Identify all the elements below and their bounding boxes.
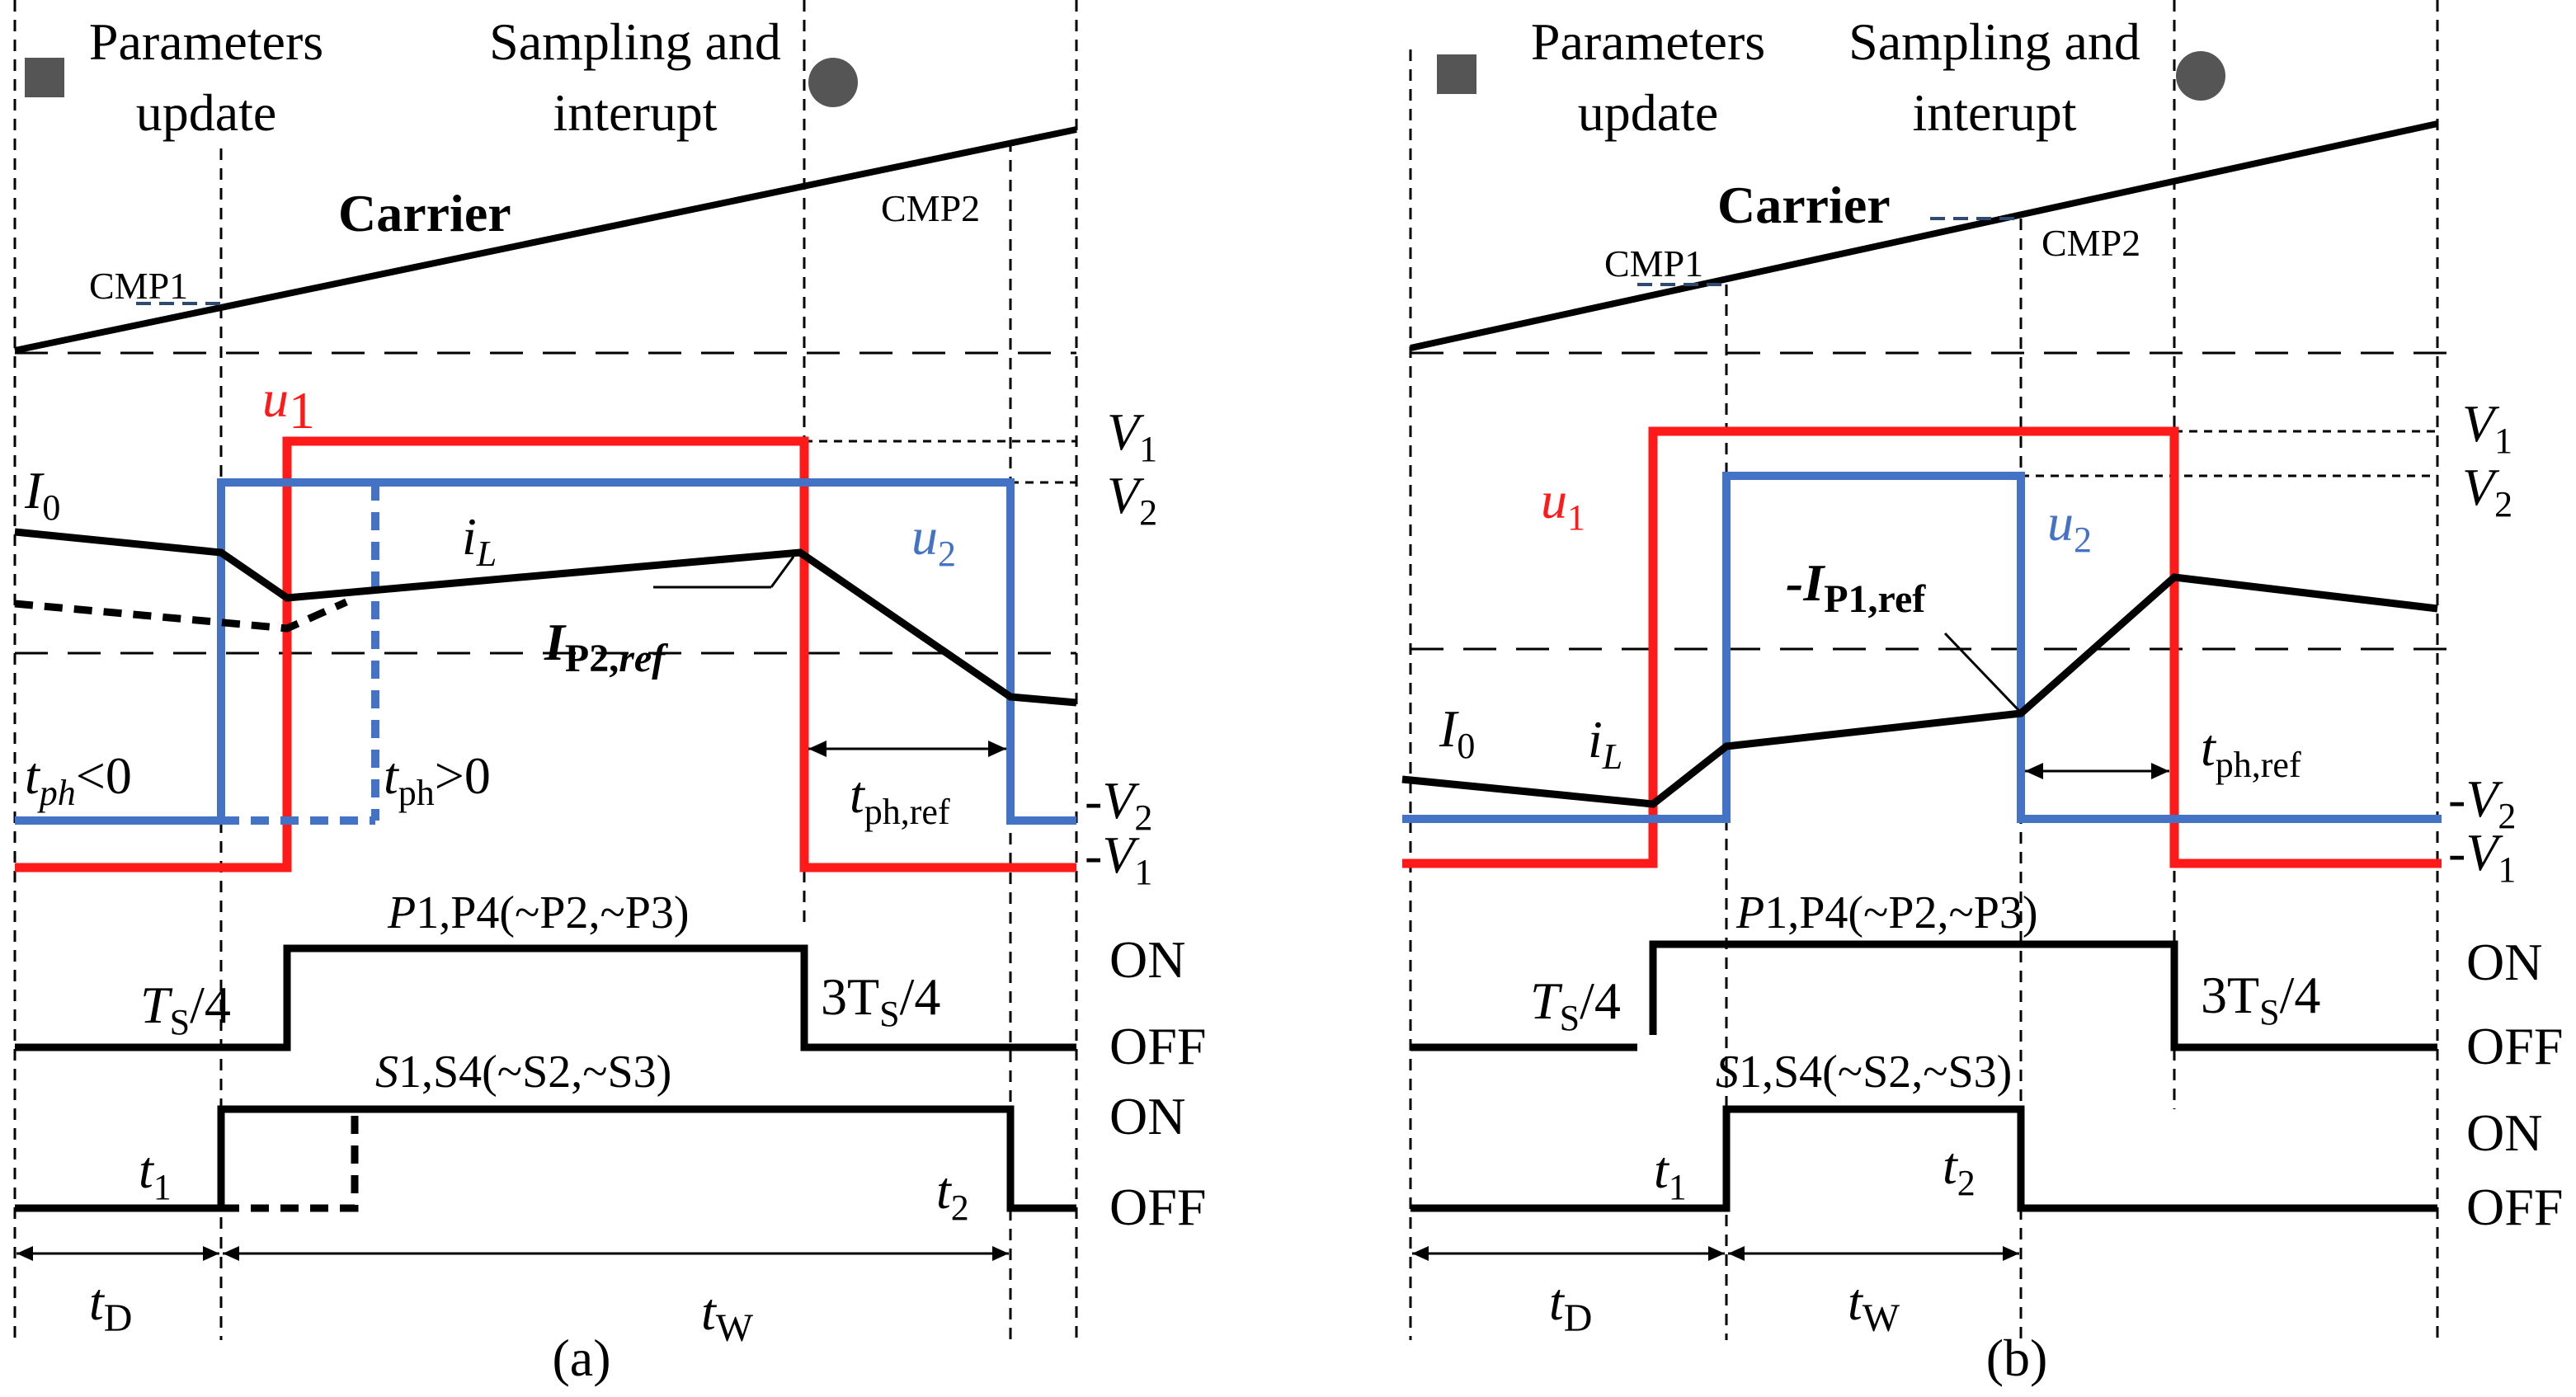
square-marker-a	[25, 58, 64, 97]
tW-arrowhead-r-a	[992, 1246, 1009, 1261]
u1-label-b: u1	[1541, 471, 1585, 538]
off-label-b-2: OFF	[2466, 1178, 2563, 1236]
carrier-ramp-a	[14, 126, 1077, 354]
u2-label-b: u2	[2047, 493, 2092, 560]
sampling-label-a-1: Sampling and	[489, 12, 781, 71]
tD-label-a: tD	[89, 1272, 132, 1340]
cmp2-label-a: CMP2	[881, 187, 980, 229]
ref-label-a: IP2,ref	[544, 613, 668, 680]
Ts4-label-a: TS/4	[140, 976, 231, 1042]
S-gate-label-a: S1,S4(~S2,~S3)	[375, 1047, 671, 1098]
tph-ref-arrowhead-left-a	[808, 741, 826, 757]
u1-waveform-b	[1402, 426, 2442, 868]
tW-arrowhead-r-b	[2003, 1246, 2019, 1261]
S-gate-dashed-a	[221, 1109, 359, 1212]
carrier-label-a: Carrier	[338, 184, 511, 242]
sampling-label-b-1: Sampling and	[1848, 12, 2140, 71]
tph-ref-label-b: tph,ref	[2201, 718, 2301, 785]
threeTs4-label-b: 3TS/4	[2201, 966, 2320, 1032]
Ts4-label-b: TS/4	[1530, 971, 1621, 1038]
I0-label-b: I0	[1439, 699, 1475, 766]
panel-a: Parameters update Sampling and interupt …	[13, 0, 1206, 1387]
P-gate-waveform-a	[15, 944, 1076, 1051]
V1-label-b: V1	[2462, 394, 2512, 461]
params-label-b-2: update	[1578, 83, 1719, 142]
off-label-a-1: OFF	[1109, 1017, 1206, 1075]
tph-ref-label-a: tph,ref	[850, 765, 950, 832]
on-label-b-1: ON	[2466, 933, 2542, 991]
negV2-label-b: -V2	[2448, 769, 2516, 836]
S-gate-label-b: S1,S4(~S2,~S3)	[1716, 1047, 2012, 1098]
tW-arrowhead-l-b	[1728, 1246, 1745, 1261]
iL-label-a: iL	[462, 507, 497, 574]
tD-arrowhead-l-a	[16, 1246, 33, 1261]
cmp1-label-a: CMP1	[89, 265, 188, 307]
params-label-a-2: update	[136, 83, 277, 142]
tD-arrowhead-l-b	[1412, 1246, 1429, 1261]
circle-marker-a	[808, 58, 858, 107]
u2-waveform-b	[1402, 472, 2442, 823]
tph-ref-arrowhead-right-b	[2151, 763, 2169, 779]
square-marker-b	[1437, 54, 1476, 94]
negV1-label-a: -V1	[1085, 826, 1152, 892]
ref-label-b: -IP1,ref	[1786, 553, 1926, 621]
t1-label-a: t1	[139, 1141, 172, 1207]
t1-label-b: t1	[1654, 1141, 1687, 1207]
cmp2-label-b: CMP2	[2041, 222, 2140, 264]
tW-label-b: tW	[1848, 1272, 1900, 1340]
on-label-b-2: ON	[2466, 1103, 2542, 1162]
P-gate-label-a: P1,P4(~P2,~P3)	[387, 887, 690, 938]
tW-label-a: tW	[701, 1282, 754, 1350]
t2-label-b: t2	[1943, 1136, 1976, 1203]
V2-label-a: V2	[1107, 466, 1157, 533]
iL-dashed-a	[14, 598, 348, 633]
u1-waveform-a	[15, 436, 1076, 873]
on-label-a-1: ON	[1109, 930, 1185, 989]
t2-label-a: t2	[936, 1161, 969, 1228]
P-gate-waveform-b-2	[1649, 940, 2437, 1051]
V1-label-a: V1	[1107, 402, 1157, 469]
P-gate-label-b: P1,P4(~P2,~P3)	[1735, 887, 2038, 938]
threeTs4-label-a: 3TS/4	[821, 967, 940, 1034]
params-label-a-1: Parameters	[89, 12, 323, 71]
negV1-label-b: -V1	[2448, 823, 2516, 890]
tph-ref-arrowhead-right-a	[988, 741, 1006, 757]
iL-waveform-a	[14, 528, 1077, 707]
carrier-ramp-b	[1410, 120, 2438, 351]
S-gate-waveform-b	[1410, 1105, 2437, 1212]
sampling-label-b-2: interupt	[1912, 83, 2076, 142]
S-gate-waveform-a	[15, 1105, 1076, 1212]
u2-waveform-a	[15, 478, 1076, 825]
tph-neg-label-a: tph<0	[25, 746, 132, 813]
V2-label-b: V2	[2462, 458, 2512, 524]
tph-ref-arrowhead-left-b	[2025, 763, 2043, 779]
u2-label-a: u2	[911, 507, 956, 574]
sampling-label-a-2: interupt	[553, 83, 717, 142]
carrier-label-b: Carrier	[1717, 176, 1891, 234]
caption-a: (a)	[552, 1329, 610, 1387]
iL-label-b: iL	[1588, 710, 1622, 777]
ref-leader-a-2	[770, 556, 795, 588]
negV2-label-a: -V2	[1085, 771, 1152, 838]
tD-label-b: tD	[1549, 1272, 1592, 1340]
ref-leader-b	[1943, 632, 2021, 713]
iL-waveform-b	[1401, 573, 2438, 808]
params-label-b-1: Parameters	[1531, 12, 1765, 71]
off-label-a-2: OFF	[1109, 1178, 1206, 1236]
I0-label-a: I0	[24, 461, 60, 528]
tph-pos-label-a: tph>0	[384, 746, 491, 813]
on-label-a-2: ON	[1109, 1087, 1185, 1145]
tW-arrowhead-l-a	[223, 1246, 239, 1261]
u1-label-a: u1	[262, 369, 315, 440]
cmp1-label-b: CMP1	[1604, 242, 1703, 285]
panel-b: Parameters update Sampling and interupt …	[1401, 0, 2563, 1387]
off-label-b-1: OFF	[2466, 1017, 2563, 1075]
tD-arrowhead-r-b	[1708, 1246, 1725, 1261]
circle-marker-b	[2176, 51, 2225, 101]
caption-b: (b)	[1986, 1329, 2048, 1387]
tD-arrowhead-r-a	[203, 1246, 219, 1261]
